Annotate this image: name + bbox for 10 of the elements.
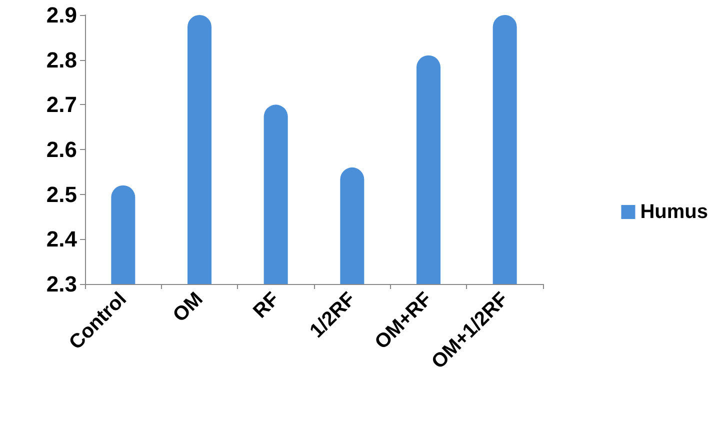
legend-label: Humus: [640, 201, 708, 223]
y-tick-label: 2.9: [46, 2, 77, 28]
x-tick-label: OM: [168, 288, 208, 327]
y-tick-label: 2.7: [46, 92, 77, 118]
y-tick-label: 2.8: [46, 47, 77, 72]
x-tick-label: RF: [249, 288, 284, 323]
y-tick-label: 2.6: [46, 137, 77, 162]
y-tick-label: 2.3: [46, 272, 77, 296]
y-tick-label: 2.4: [46, 226, 78, 252]
y-tick-label: 2.5: [46, 182, 77, 207]
